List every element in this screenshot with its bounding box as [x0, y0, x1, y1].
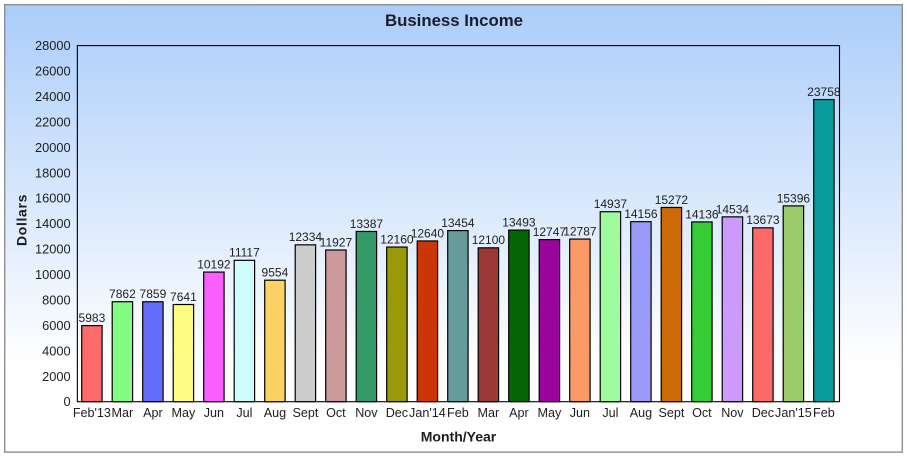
svg-text:12640: 12640 — [411, 226, 445, 240]
svg-text:Aug: Aug — [630, 406, 652, 420]
svg-text:12100: 12100 — [472, 233, 506, 247]
svg-text:18000: 18000 — [35, 165, 71, 180]
svg-text:12000: 12000 — [35, 242, 71, 257]
svg-text:Jan'14: Jan'14 — [409, 406, 446, 420]
svg-text:Month/Year: Month/Year — [421, 429, 497, 445]
svg-text:5983: 5983 — [79, 311, 106, 325]
svg-text:Mar: Mar — [112, 406, 134, 420]
svg-text:10192: 10192 — [197, 257, 231, 271]
svg-text:0: 0 — [63, 394, 70, 409]
svg-text:Sept: Sept — [658, 406, 684, 420]
svg-text:16000: 16000 — [35, 191, 71, 206]
svg-text:28000: 28000 — [35, 38, 71, 53]
svg-text:11927: 11927 — [320, 235, 353, 249]
svg-text:12334: 12334 — [289, 230, 323, 244]
svg-text:2000: 2000 — [42, 369, 70, 384]
svg-text:11117: 11117 — [229, 246, 260, 260]
svg-text:Jun: Jun — [204, 406, 224, 420]
svg-text:Dec: Dec — [752, 406, 774, 420]
svg-text:10000: 10000 — [35, 267, 71, 282]
svg-text:7641: 7641 — [170, 290, 197, 304]
svg-text:Jun: Jun — [570, 406, 590, 420]
svg-text:May: May — [172, 406, 196, 420]
svg-text:14000: 14000 — [35, 216, 71, 231]
svg-text:12160: 12160 — [380, 232, 414, 246]
svg-text:7859: 7859 — [140, 287, 167, 301]
svg-text:7862: 7862 — [109, 287, 136, 301]
svg-text:Feb: Feb — [447, 406, 469, 420]
svg-text:22000: 22000 — [35, 114, 71, 129]
svg-text:12787: 12787 — [563, 224, 597, 238]
svg-text:14534: 14534 — [716, 202, 750, 216]
svg-text:Oct: Oct — [326, 406, 346, 420]
svg-text:14937: 14937 — [594, 197, 628, 211]
svg-text:Sept: Sept — [292, 406, 318, 420]
svg-text:15272: 15272 — [655, 193, 689, 207]
svg-text:Jul: Jul — [602, 406, 618, 420]
svg-text:Jul: Jul — [236, 406, 252, 420]
svg-text:24000: 24000 — [35, 89, 71, 104]
svg-text:Apr: Apr — [143, 406, 163, 420]
svg-text:9554: 9554 — [262, 266, 289, 280]
svg-text:13493: 13493 — [502, 216, 536, 230]
svg-text:Mar: Mar — [478, 406, 500, 420]
svg-text:15396: 15396 — [777, 191, 811, 205]
svg-text:14136: 14136 — [685, 207, 719, 221]
svg-text:Apr: Apr — [509, 406, 529, 420]
svg-text:26000: 26000 — [35, 64, 71, 79]
svg-text:14156: 14156 — [624, 207, 658, 221]
svg-text:Dollars: Dollars — [13, 194, 29, 246]
svg-text:13454: 13454 — [441, 216, 475, 230]
svg-text:12747: 12747 — [533, 225, 567, 239]
svg-text:Jan'15: Jan'15 — [775, 406, 812, 420]
svg-text:8000: 8000 — [42, 292, 70, 307]
svg-text:20000: 20000 — [35, 140, 71, 155]
svg-text:Feb: Feb — [813, 406, 835, 420]
svg-text:May: May — [538, 406, 562, 420]
svg-text:4000: 4000 — [42, 343, 70, 358]
svg-text:Feb'13: Feb'13 — [73, 406, 111, 420]
svg-text:6000: 6000 — [42, 318, 70, 333]
svg-text:Aug: Aug — [264, 406, 286, 420]
svg-text:Dec: Dec — [386, 406, 408, 420]
svg-text:Nov: Nov — [721, 406, 744, 420]
svg-text:Business Income: Business Income — [385, 11, 523, 30]
svg-text:23758: 23758 — [807, 85, 841, 99]
svg-text:Nov: Nov — [355, 406, 378, 420]
svg-text:13673: 13673 — [746, 213, 780, 227]
svg-text:Oct: Oct — [692, 406, 712, 420]
svg-text:13387: 13387 — [350, 217, 384, 231]
